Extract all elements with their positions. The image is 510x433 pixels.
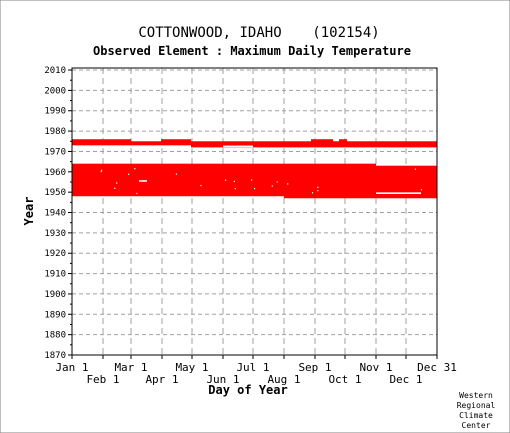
x-tick-label-lower: Jun 1	[206, 373, 239, 386]
missing-day	[234, 188, 236, 190]
gap-streak	[376, 192, 421, 194]
wrcc-credit: Western Regional Climate Center	[457, 391, 496, 430]
missing-day	[414, 168, 416, 170]
chart-subtitle: Observed Element : Maximum Daily Tempera…	[93, 44, 411, 58]
y-tick-label: 2010	[44, 66, 66, 76]
missing-day	[116, 182, 118, 184]
y-tick-label: 1930	[44, 229, 66, 239]
chart-title: COTTONWOOD, IDAHO	[138, 25, 281, 41]
x-axis-ticks: Jan 1 Mar 1 May 1 Jul 1 Sep 1 Nov 1 Dec 31 Feb …	[55, 355, 457, 386]
credit-line-2: Regional	[457, 401, 496, 410]
x-tick-label-lower: Oct 1	[328, 373, 361, 386]
x-tick-label-upper: Nov 1	[359, 361, 392, 374]
missing-day	[101, 169, 103, 171]
credit-line-4: Center	[462, 421, 491, 430]
missing-day	[317, 190, 319, 192]
coverage-block	[161, 139, 191, 146]
coverage-block	[339, 139, 347, 148]
coverage-block	[333, 141, 339, 148]
coverage-block	[72, 139, 131, 146]
x-tick-label-upper: May 1	[175, 361, 208, 374]
plot-frame	[71, 67, 438, 356]
missing-day	[420, 189, 423, 191]
missing-day	[311, 192, 314, 194]
station-id: (102154)	[312, 25, 379, 41]
x-tick-label-upper: Mar 1	[114, 361, 147, 374]
coverage-block	[284, 163, 376, 199]
y-tick-label: 2000	[44, 86, 66, 96]
x-tick-label-lower: Apr 1	[145, 373, 178, 386]
missing-day	[175, 173, 178, 175]
y-tick-label: 1910	[44, 270, 66, 280]
missing-day	[317, 186, 319, 188]
x-tick-label-lower: Aug 1	[267, 373, 300, 386]
missing-day	[128, 173, 130, 175]
coverage-block	[347, 141, 437, 148]
x-tick-label-upper: Jan 1	[55, 361, 88, 374]
y-tick-label: 1990	[44, 107, 66, 117]
missing-day	[134, 168, 136, 170]
y-tick-label: 1870	[44, 351, 66, 361]
y-axis-label: Year	[22, 197, 36, 226]
x-tick-label-upper: Dec 31	[417, 361, 457, 374]
missing-day	[225, 179, 227, 181]
y-tick-label: 1960	[44, 168, 66, 178]
coverage-block	[131, 141, 161, 146]
y-tick-label: 1980	[44, 127, 66, 137]
x-axis-label: Day of Year	[208, 383, 287, 397]
missing-day	[136, 192, 138, 195]
gap-streak	[139, 180, 147, 182]
y-tick-label: 1900	[44, 290, 66, 300]
y-axis-ticks: 1870 1880 1890 1900 1910 1920 1930 1940 1950 1960…	[44, 66, 72, 361]
missing-day	[114, 187, 116, 189]
missing-day	[271, 185, 273, 187]
gap-streak	[223, 145, 253, 148]
data-gaps	[139, 145, 421, 194]
x-tick-label-upper: Sep 1	[298, 361, 331, 374]
x-tick-label-lower: Dec 1	[389, 373, 422, 386]
credit-line-3: Climate	[459, 411, 493, 420]
missing-day	[251, 179, 253, 181]
x-tick-label-upper: Jul 1	[236, 361, 269, 374]
coverage-block	[191, 141, 311, 148]
y-tick-label: 1890	[44, 310, 66, 320]
missing-day	[100, 170, 102, 173]
missing-day	[233, 180, 235, 182]
missing-day	[287, 183, 289, 185]
data-specks	[100, 168, 423, 195]
y-tick-label: 1920	[44, 249, 66, 259]
y-tick-label: 1970	[44, 147, 66, 157]
y-tick-label: 1950	[44, 188, 66, 198]
missing-day	[200, 184, 202, 187]
coverage-block	[311, 139, 333, 148]
y-tick-label: 1880	[44, 331, 66, 341]
missing-day	[276, 181, 278, 183]
coverage-block	[72, 163, 284, 197]
y-tick-label: 1940	[44, 209, 66, 219]
missing-day	[253, 187, 256, 190]
x-tick-label-lower: Feb 1	[86, 373, 119, 386]
credit-line-1: Western	[459, 391, 493, 400]
